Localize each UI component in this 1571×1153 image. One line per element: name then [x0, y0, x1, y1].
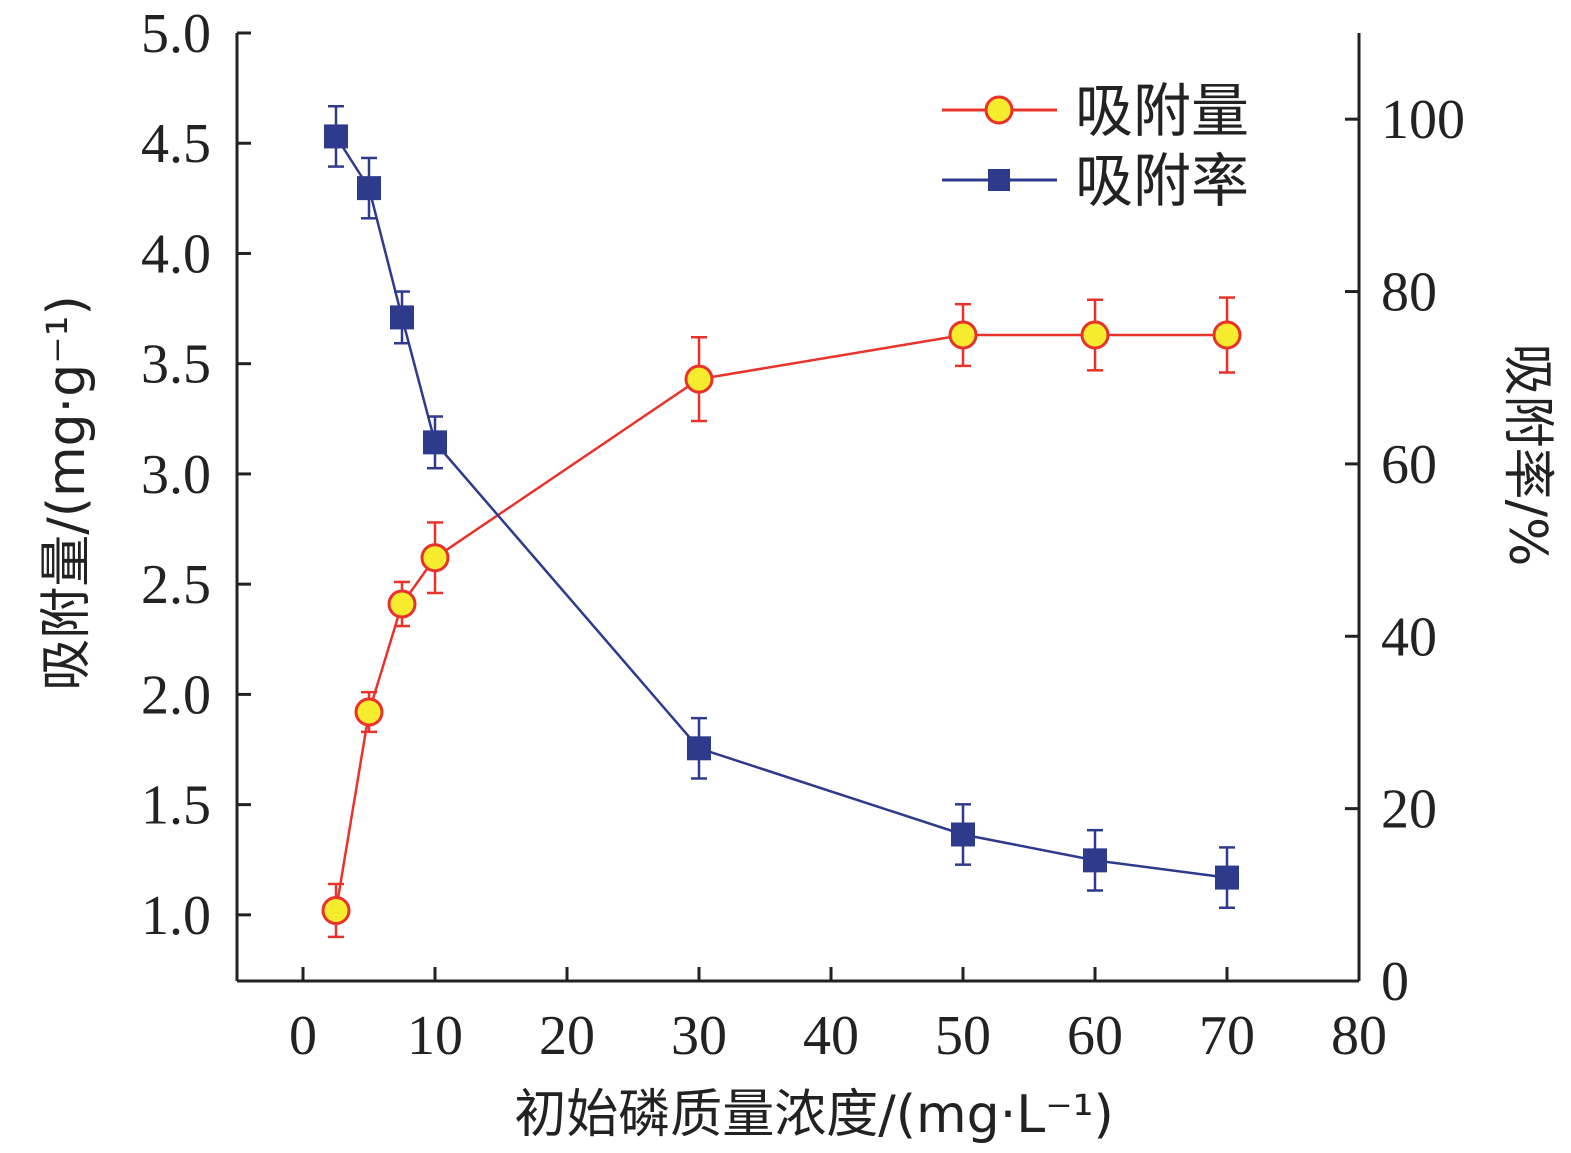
data-point: [1212, 320, 1242, 350]
legend: 吸附量 吸附率: [942, 77, 1249, 215]
left-tick-label: 5.0: [141, 3, 211, 65]
legend-item-adsorption-rate: 吸附率: [942, 147, 1249, 215]
right-axis-title: 吸附率/%: [1497, 344, 1557, 567]
x-tick-label: 30: [671, 1005, 727, 1067]
right-tick-label: 20: [1381, 779, 1437, 841]
x-axis-ticks: 0 10 20 30 40 50 60 70 80: [289, 967, 1387, 1067]
data-point: [684, 364, 714, 394]
right-tick-label: 60: [1381, 434, 1437, 496]
left-tick-label: 2.0: [141, 664, 211, 726]
right-tick-label: 0: [1381, 951, 1409, 1013]
data-point: [1083, 848, 1107, 873]
data-point: [390, 305, 414, 330]
left-tick-label: 4.5: [141, 113, 211, 175]
x-axis-title: 初始磷质量浓度/(mg·L⁻¹): [514, 1085, 1114, 1145]
data-point: [321, 895, 351, 925]
x-tick-label: 70: [1199, 1005, 1255, 1067]
left-tick-label: 1.0: [141, 885, 211, 947]
x-tick-label: 0: [289, 1005, 317, 1067]
data-point: [687, 736, 711, 761]
series-line: [334, 333, 1227, 911]
data-point: [354, 697, 384, 727]
left-tick-label: 3.5: [141, 334, 211, 396]
x-tick-label: 20: [539, 1005, 595, 1067]
x-tick-label: 50: [935, 1005, 991, 1067]
data-point: [357, 176, 381, 201]
right-tick-label: 40: [1381, 606, 1437, 668]
right-tick-label: 80: [1381, 262, 1437, 324]
series-line: [334, 135, 1228, 879]
plot-frame: [235, 33, 1361, 983]
legend-item-adsorption-amount: 吸附量: [942, 77, 1249, 145]
right-tick-label: 100: [1381, 89, 1465, 151]
x-tick-label: 10: [407, 1005, 463, 1067]
legend-label-adsorption-rate: 吸附率: [1075, 147, 1249, 215]
right-axis-ticks: 0 20 40 60 80 100: [1345, 89, 1465, 1013]
x-tick-label: 60: [1067, 1005, 1123, 1067]
left-tick-label: 1.5: [141, 775, 211, 837]
x-tick-label: 40: [803, 1005, 859, 1067]
data-point: [948, 320, 978, 350]
data-point: [951, 822, 975, 847]
legend-label-adsorption-amount: 吸附量: [1075, 77, 1249, 145]
legend-marker-adsorption-amount: [984, 95, 1014, 125]
data-point: [387, 589, 417, 619]
left-axis-title: 吸附量/(mg·g⁻¹): [37, 295, 97, 691]
series-adsorption-amount: [321, 296, 1242, 939]
legend-marker-adsorption-rate: [988, 169, 1010, 191]
left-tick-label: 3.0: [141, 444, 211, 506]
data-point: [420, 543, 450, 573]
x-tick-label: 80: [1331, 1005, 1387, 1067]
series-layer: [321, 105, 1242, 939]
data-point: [324, 124, 348, 149]
data-point: [1080, 320, 1110, 350]
data-point: [423, 430, 447, 455]
left-axis-ticks: 1.0 1.5 2.0 2.5 3.0 3.5 4.0 4.5 5.0: [141, 3, 251, 947]
data-point: [1215, 865, 1239, 890]
series-adsorption-rate: [324, 105, 1239, 909]
left-tick-label: 2.5: [141, 554, 211, 616]
left-tick-label: 4.0: [141, 223, 211, 285]
